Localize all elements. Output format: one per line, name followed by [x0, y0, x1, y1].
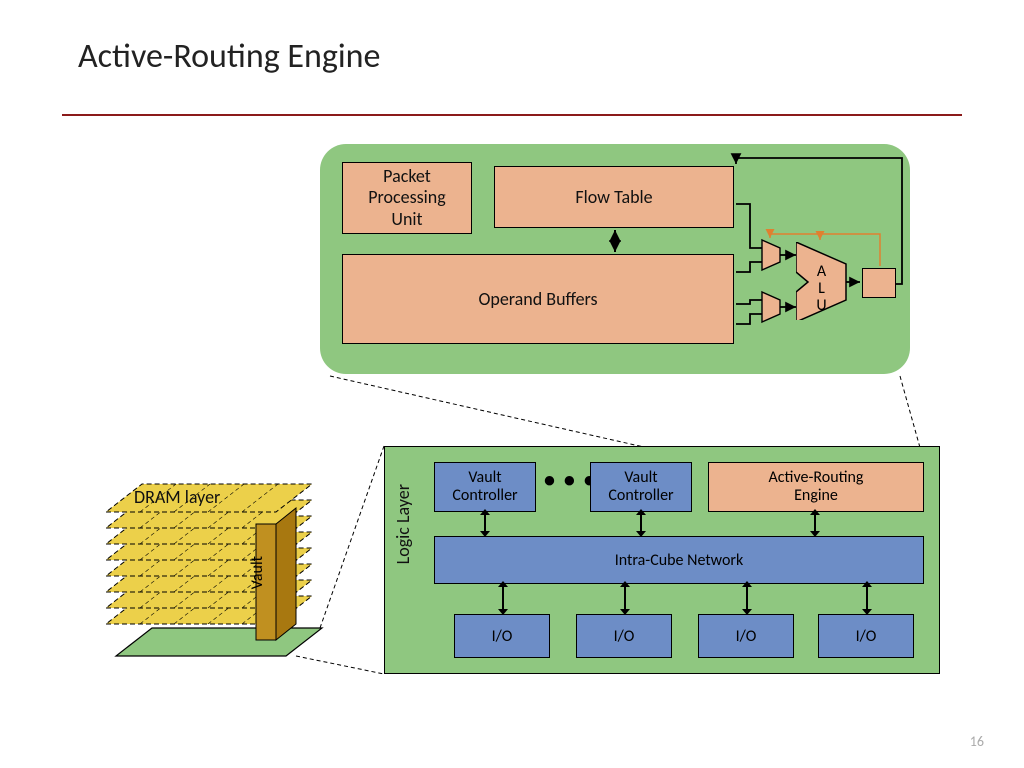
io-box-2: I/O	[576, 614, 672, 658]
flow-table-box: Flow Table	[494, 166, 734, 228]
active-routing-engine-box: Active-Routing Engine	[708, 462, 924, 512]
arrow-icn-io2	[624, 586, 626, 610]
arrow-icn-io3	[746, 586, 748, 610]
slide-title: Active-Routing Engine	[78, 36, 380, 77]
io-box-3: I/O	[698, 614, 794, 658]
operand-buffers-box: Operand Buffers	[342, 254, 734, 344]
ellipsis: • • •	[544, 466, 597, 493]
page-number: 16	[970, 733, 984, 750]
intra-cube-network-box: Intra-Cube Network	[434, 536, 924, 584]
arrow-are-icn	[814, 514, 816, 532]
dram-layer-label: DRAM layer	[134, 486, 220, 508]
logic-layer-label: Logic Layer	[392, 484, 414, 564]
output-register-box	[862, 268, 896, 298]
vault-controller-2: Vault Controller	[590, 462, 692, 512]
title-divider	[62, 114, 962, 116]
io-box-1: I/O	[454, 614, 550, 658]
arrow-icn-io4	[866, 586, 868, 610]
vault-label: Vault	[248, 556, 267, 589]
vault-controller-1: Vault Controller	[434, 462, 536, 512]
alu-label: ALU	[812, 262, 831, 313]
arrow-icn-io1	[502, 586, 504, 610]
io-box-4: I/O	[818, 614, 914, 658]
arrow-vc1-icn	[484, 514, 486, 532]
arrow-vc2-icn	[640, 514, 642, 532]
engine-detail-panel: Packet Processing Unit Flow Table Operan…	[320, 144, 910, 374]
packet-processing-unit-box: Packet Processing Unit	[342, 162, 472, 234]
